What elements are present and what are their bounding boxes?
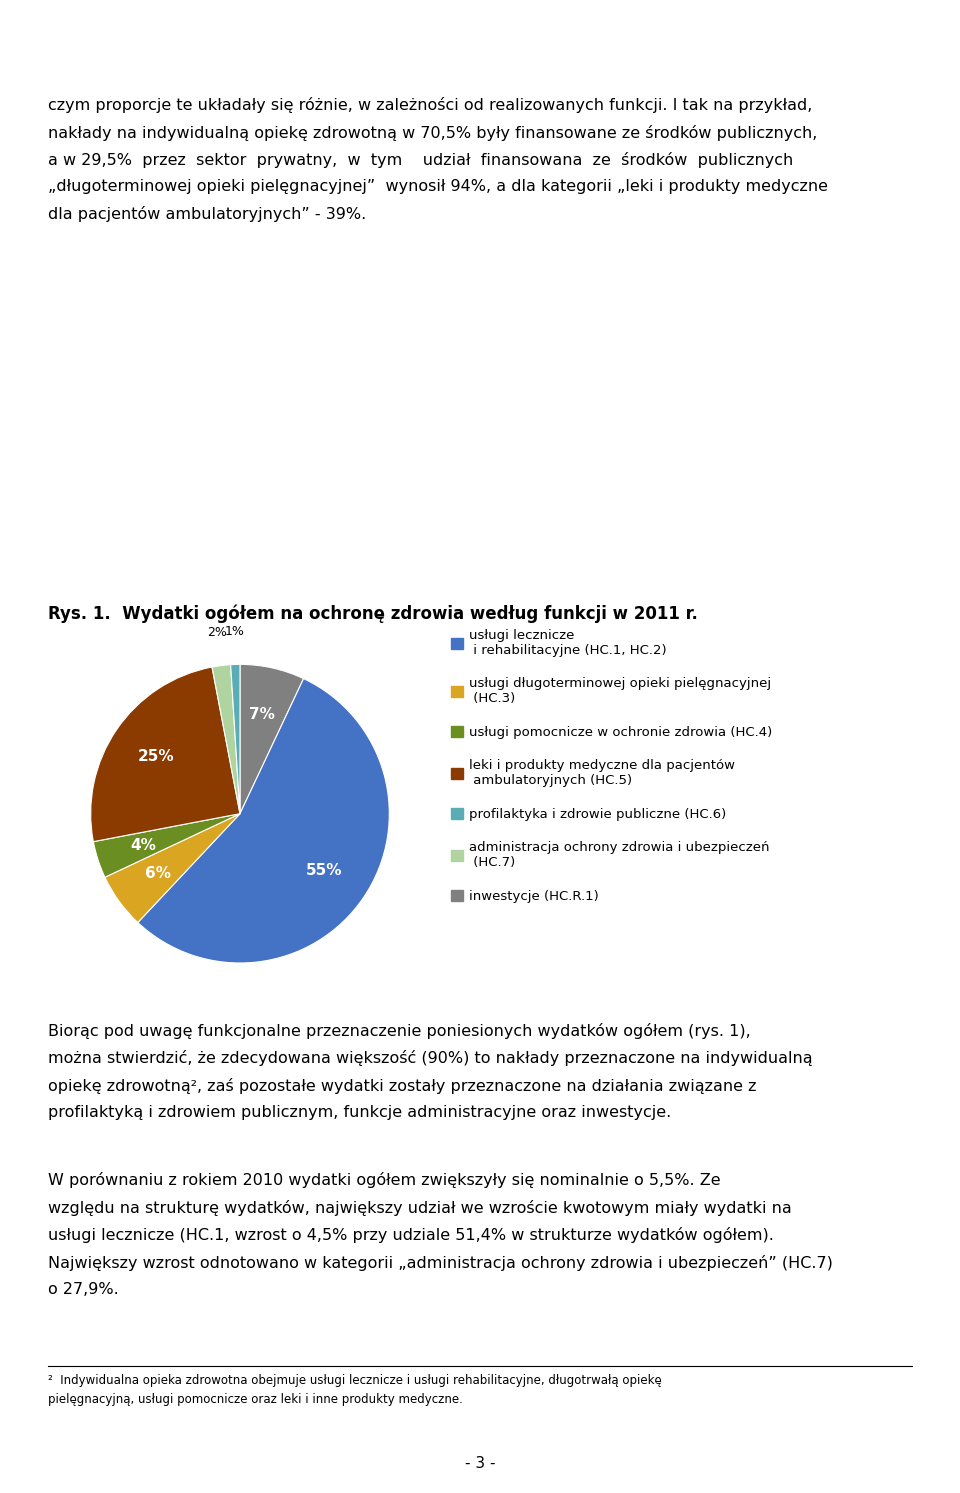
Text: 6%: 6% (145, 866, 171, 881)
Wedge shape (90, 667, 240, 842)
Wedge shape (230, 664, 240, 814)
Text: - 3 -: - 3 - (465, 1456, 495, 1471)
Text: 25%: 25% (137, 749, 175, 764)
Wedge shape (138, 679, 390, 963)
Text: 2%: 2% (207, 627, 228, 639)
Text: 4%: 4% (131, 838, 156, 853)
Text: W porównaniu z rokiem 2010 wydatki ogółem zwiększyły się nominalnie o 5,5%. Ze
w: W porównaniu z rokiem 2010 wydatki ogółe… (48, 1172, 833, 1297)
Wedge shape (105, 814, 240, 923)
Text: 7%: 7% (250, 708, 276, 723)
Wedge shape (93, 814, 240, 878)
Legend: usługi lecznicze
 i rehabilitacyjne (HC.1, HC.2), usługi długoterminowej opieki : usługi lecznicze i rehabilitacyjne (HC.1… (448, 626, 775, 905)
Text: ²  Indywidualna opieka zdrowotna obejmuje usługi lecznicze i usługi rehabilitacy: ² Indywidualna opieka zdrowotna obejmuje… (48, 1374, 661, 1405)
Text: Biorąc pod uwagę funkcjonalne przeznaczenie poniesionych wydatków ogółem (rys. 1: Biorąc pod uwagę funkcjonalne przeznacze… (48, 1023, 812, 1120)
Text: czym proporcje te układały się różnie, w zależności od realizowanych funkcji. I : czym proporcje te układały się różnie, w… (48, 97, 828, 222)
Text: Rys. 1.  Wydatki ogółem na ochronę zdrowia według funkcji w 2011 r.: Rys. 1. Wydatki ogółem na ochronę zdrowi… (48, 605, 698, 623)
Text: 1%: 1% (225, 626, 244, 638)
Wedge shape (240, 664, 303, 814)
Wedge shape (212, 664, 240, 814)
Text: 55%: 55% (305, 863, 342, 878)
